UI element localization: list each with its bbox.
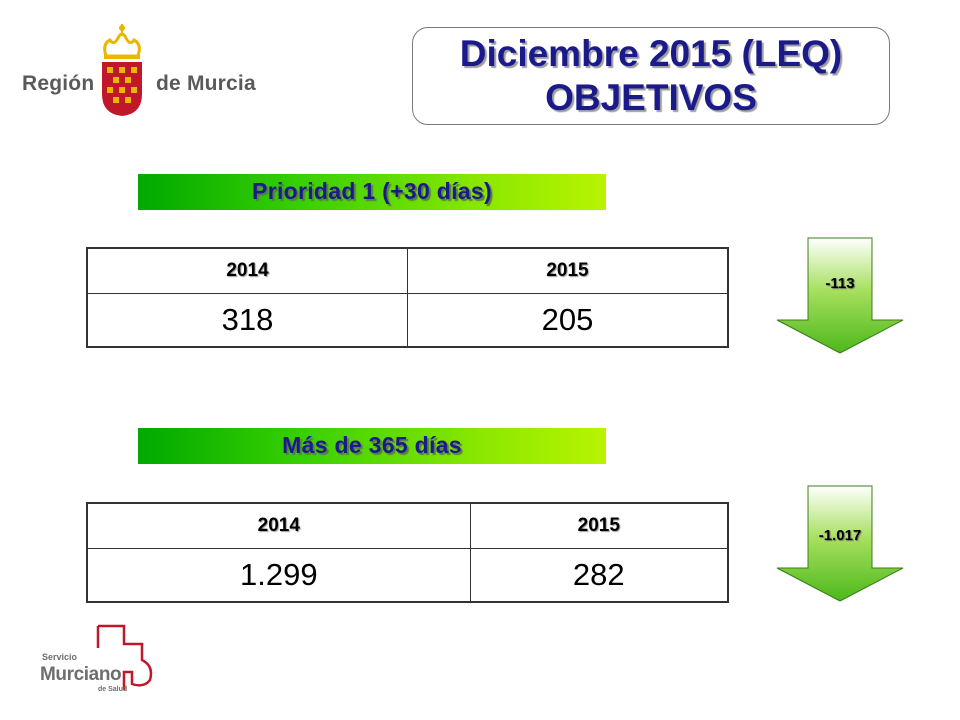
section-banner-label: Más de 365 días [282,432,462,458]
down-arrow-icon [776,485,904,602]
table-row: 318 205 [86,293,729,348]
logo-line-de-salud: de Salud [98,686,128,693]
section-banner-label: Prioridad 1 (+30 días) [252,178,492,204]
logo-line-murciano: Murciano [40,664,122,685]
servicio-murciano-de-salud-logo: Servicio Murciano de Salud [36,622,176,693]
region-de-murcia-logo: Región de Murcia [18,22,258,122]
table-cell-value: 282 [469,548,729,603]
section-banner-priority-1: Prioridad 1 (+30 días) [138,174,606,210]
down-arrow-icon [776,237,904,354]
table-cell-value: 318 [86,293,408,348]
decrease-arrow: -113 [775,237,905,355]
decrease-arrow: -1.017 [775,485,905,603]
difference-label: -113 [825,275,855,292]
table-row: 1.299 282 [86,548,729,603]
coat-of-arms-icon [102,24,142,116]
page-title: Diciembre 2015 (LEQ) [459,33,843,74]
difference-label: -1.017 [818,527,862,544]
table-header-cell: 2015 [469,502,729,549]
table-header-cell: 2015 [407,247,729,294]
logo-word-de-murcia: de Murcia [156,72,256,95]
page-subtitle: OBJETIVOS [545,77,757,118]
comparison-table-over-365: 2014 2015 1.299 282 [86,502,729,603]
section-banner-over-365: Más de 365 días [138,428,606,464]
table-header-cell: 2014 [86,502,471,549]
health-cross-icon [96,624,153,690]
logo-word-region: Región [22,72,95,95]
table-cell-value: 205 [407,293,729,348]
table-cell-value: 1.299 [86,548,471,603]
logo-line-servicio: Servicio [42,652,78,662]
title-box: Diciembre 2015 (LEQ) OBJETIVOS [412,27,890,125]
table-header-row: 2014 2015 [86,502,729,549]
table-header-cell: 2014 [86,247,408,294]
table-header-row: 2014 2015 [86,247,729,294]
comparison-table-priority-1: 2014 2015 318 205 [86,247,729,348]
